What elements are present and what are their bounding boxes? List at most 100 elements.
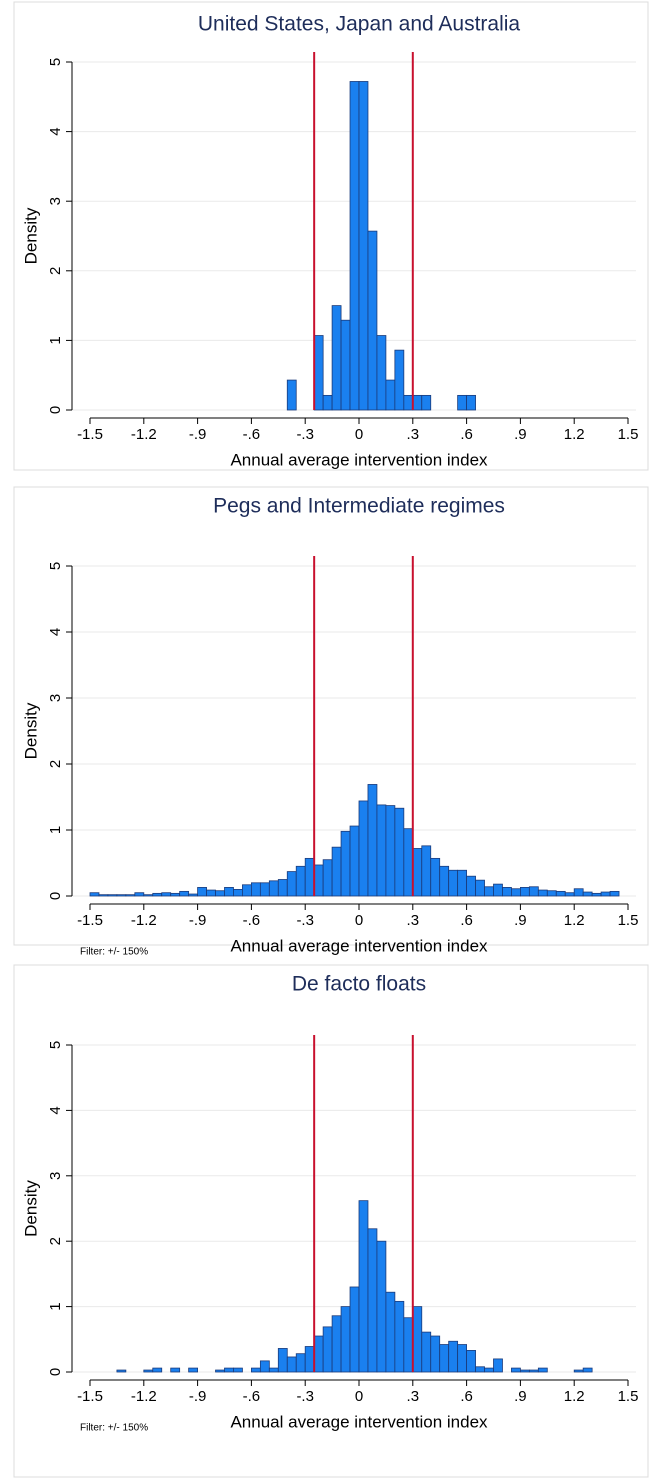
panel bbox=[13, 964, 649, 1478]
histogram-bar bbox=[313, 335, 324, 411]
x-tick-label: .3 bbox=[407, 1388, 420, 1405]
y-axis-title: Density bbox=[21, 207, 40, 264]
histogram-bar bbox=[331, 305, 342, 411]
histogram-bar bbox=[439, 865, 450, 897]
histogram-bar bbox=[573, 888, 584, 897]
histogram-bar bbox=[340, 319, 351, 411]
histogram-bar bbox=[98, 894, 109, 897]
x-tick-label: -.3 bbox=[296, 1388, 314, 1405]
histogram-bar bbox=[322, 1326, 333, 1373]
y-tick-label: 3 bbox=[47, 694, 64, 702]
x-tick-label: .9 bbox=[514, 426, 527, 443]
y-axis-title: Density bbox=[21, 1180, 40, 1237]
histogram-bar bbox=[367, 230, 378, 411]
histogram-bar bbox=[528, 886, 539, 897]
y-tick-label: 5 bbox=[47, 58, 64, 66]
histogram-bar bbox=[520, 1369, 530, 1373]
histogram-bar bbox=[394, 807, 405, 897]
histogram-bar bbox=[520, 887, 530, 897]
histogram-bar bbox=[331, 1315, 342, 1373]
chart-title: Pegs and Intermediate regimes bbox=[213, 495, 505, 518]
x-tick-label: -.3 bbox=[296, 912, 314, 929]
histogram-bar bbox=[89, 892, 100, 897]
histogram-bar bbox=[493, 1358, 503, 1373]
histogram-bar bbox=[313, 864, 324, 897]
x-tick-label: 1.5 bbox=[618, 912, 639, 929]
note: Filter: +/- 150% bbox=[80, 1423, 148, 1434]
y-tick-label: 1 bbox=[47, 1302, 64, 1310]
histogram-bar bbox=[286, 1356, 297, 1373]
histogram-bar bbox=[295, 1353, 306, 1373]
y-tick-label: 3 bbox=[47, 197, 64, 205]
x-tick-label: -1.2 bbox=[131, 1388, 157, 1405]
x-tick-label: 1.2 bbox=[564, 426, 585, 443]
x-tick-label: 0 bbox=[355, 1388, 363, 1405]
histogram-bar bbox=[376, 335, 387, 411]
histogram-bar bbox=[152, 1367, 163, 1373]
histogram-bar bbox=[295, 865, 306, 897]
x-tick-label: .3 bbox=[407, 426, 420, 443]
histogram-bar bbox=[215, 890, 225, 897]
histogram-bar bbox=[367, 784, 378, 897]
panel bbox=[13, 486, 649, 946]
histogram-bar bbox=[528, 1369, 539, 1373]
histogram-bar bbox=[322, 859, 333, 897]
histogram-bar bbox=[511, 888, 521, 897]
histogram-bar bbox=[555, 890, 566, 897]
histogram-bar bbox=[582, 891, 593, 897]
histogram-bar bbox=[385, 805, 396, 897]
y-tick-label: 4 bbox=[47, 127, 64, 135]
x-tick-label: 1.5 bbox=[618, 1388, 639, 1405]
histogram-bar bbox=[412, 1306, 423, 1373]
x-tick-label: -.3 bbox=[296, 426, 314, 443]
histogram-bar bbox=[421, 394, 432, 411]
histogram-bar bbox=[564, 892, 575, 897]
histogram-bar bbox=[179, 890, 190, 897]
y-tick-label: 1 bbox=[47, 336, 64, 344]
histogram-bar bbox=[475, 1366, 485, 1373]
x-tick-label: .6 bbox=[460, 1388, 473, 1405]
histogram-bar bbox=[475, 879, 485, 897]
y-tick-label: 4 bbox=[47, 628, 64, 636]
panel bbox=[13, 1, 649, 471]
histogram-bar bbox=[537, 1367, 548, 1373]
histogram-bar bbox=[107, 894, 118, 897]
x-tick-label: -.9 bbox=[189, 426, 207, 443]
histogram-bar bbox=[143, 1369, 154, 1373]
histogram-bar bbox=[349, 1286, 360, 1373]
histogram-bar bbox=[421, 845, 432, 897]
histogram-bar bbox=[152, 892, 163, 897]
histogram-bar bbox=[224, 1367, 234, 1373]
histogram-bar bbox=[215, 1369, 225, 1373]
histogram-bar bbox=[259, 882, 270, 897]
histogram-bar bbox=[457, 394, 467, 411]
histogram-bar bbox=[376, 1240, 387, 1373]
histogram-bar bbox=[322, 394, 333, 411]
histogram-bar bbox=[430, 1335, 441, 1373]
histogram-bar bbox=[259, 1360, 270, 1373]
x-tick-label: .3 bbox=[407, 912, 420, 929]
y-tick-label: 2 bbox=[47, 1237, 64, 1245]
histogram-bar bbox=[277, 1348, 288, 1373]
histogram-bar bbox=[349, 825, 360, 897]
histogram-bar bbox=[233, 889, 243, 897]
histogram-bar bbox=[394, 1300, 405, 1373]
histogram-bar bbox=[367, 1228, 378, 1373]
histogram-bar bbox=[394, 349, 405, 411]
histogram-bar bbox=[313, 1335, 324, 1373]
histogram-bar bbox=[358, 1200, 369, 1373]
x-tick-label: -1.5 bbox=[77, 1388, 103, 1405]
histogram-bar bbox=[573, 1369, 584, 1373]
x-tick-label: -.6 bbox=[243, 1388, 261, 1405]
histogram-bar bbox=[134, 892, 145, 897]
x-tick-label: -.6 bbox=[243, 912, 261, 929]
histogram-bar bbox=[600, 891, 611, 897]
histogram-bar bbox=[277, 879, 288, 897]
histogram-bar bbox=[224, 887, 234, 897]
histogram-bar bbox=[286, 871, 297, 897]
histogram-bar bbox=[412, 394, 423, 411]
y-tick-label: 2 bbox=[47, 760, 64, 768]
x-tick-label: 0 bbox=[355, 912, 363, 929]
histogram-bar bbox=[268, 880, 279, 897]
x-tick-label: -.6 bbox=[243, 426, 261, 443]
